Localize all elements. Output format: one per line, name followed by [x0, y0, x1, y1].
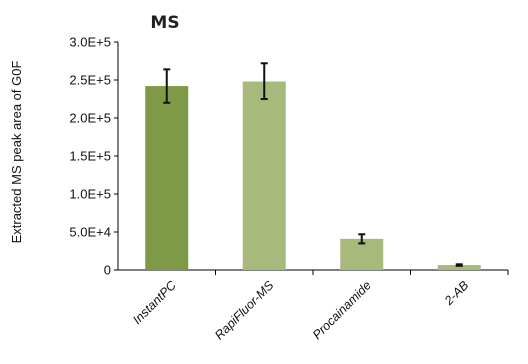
- bar: [242, 81, 286, 271]
- x-tick-label: Procainamide: [310, 278, 374, 342]
- plot-area: 0 5.0E+4 1.0E+5 1.5E+5 2.0E+5 2.5E+5 3.0E+5 Ins…: [69, 35, 509, 343]
- y-tick-label: 1.5E+5: [69, 149, 111, 164]
- x-tick-label: 2-AB: [441, 278, 471, 308]
- chart-title: MS: [150, 13, 179, 33]
- y-tick-label: 2.0E+5: [69, 111, 111, 126]
- bar: [437, 265, 481, 270]
- y-tick-label: 1.0E+5: [69, 187, 111, 202]
- y-tick-label: 2.5E+5: [69, 73, 111, 88]
- y-tick-label: 0: [104, 263, 111, 278]
- bar: [145, 86, 189, 270]
- x-tick-label: InstantPC: [130, 278, 179, 327]
- y-axis-label: Extracted MS peak area of G0F: [9, 61, 24, 244]
- x-tick-label: RapiFluor-MS: [212, 278, 277, 343]
- y-tick-label: 5.0E+4: [69, 225, 111, 240]
- y-tick-label: 3.0E+5: [69, 35, 111, 50]
